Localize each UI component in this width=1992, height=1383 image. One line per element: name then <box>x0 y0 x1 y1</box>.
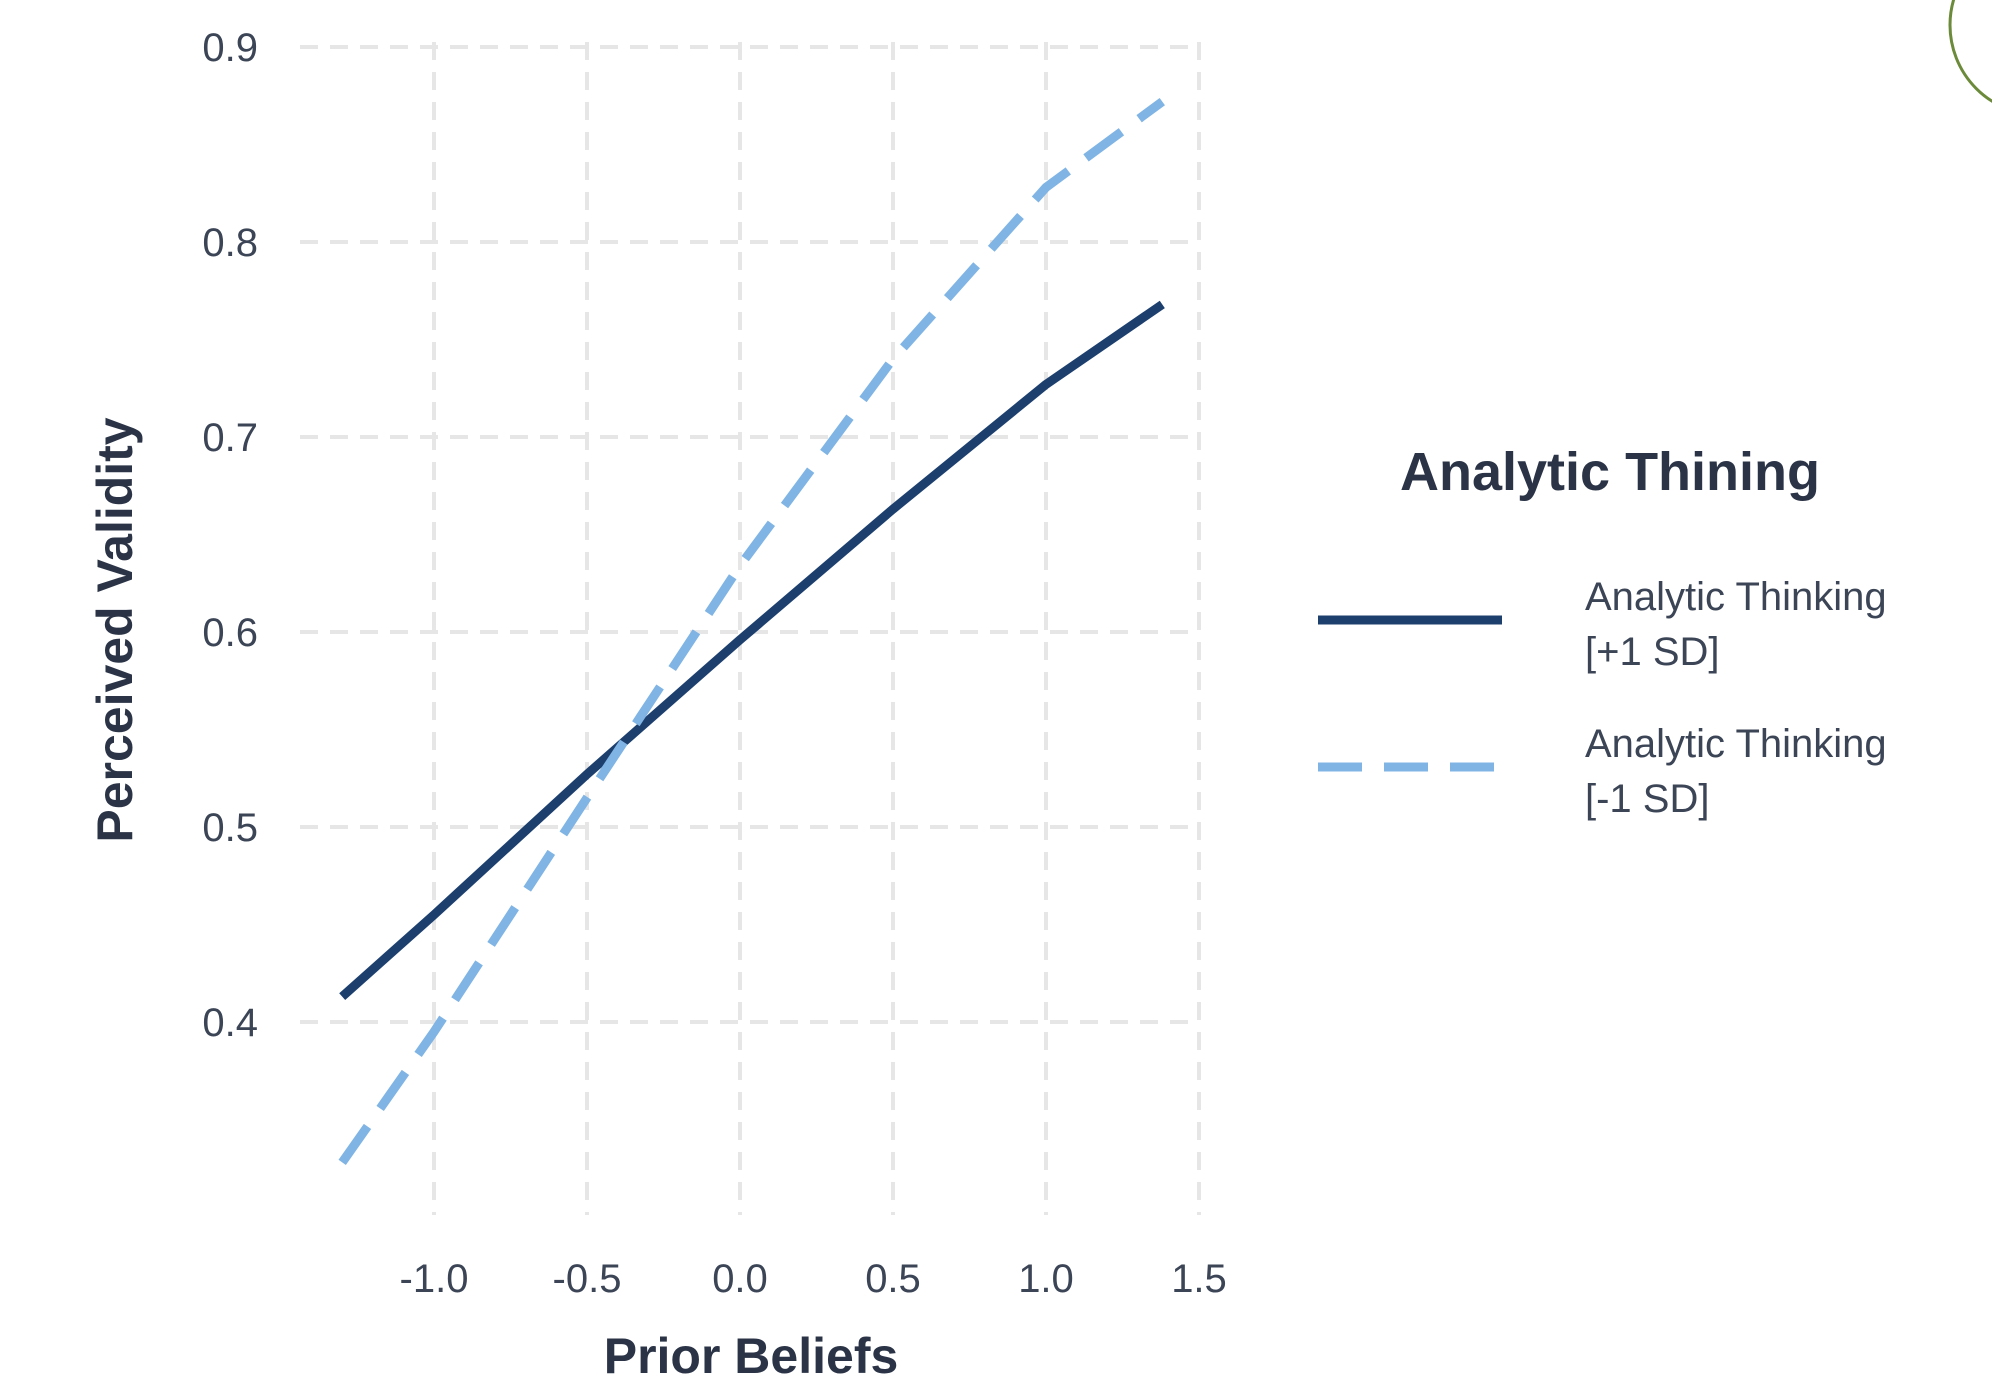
y-tick-label: 0.7 <box>202 416 258 460</box>
legend-label: Analytic Thinking <box>1585 575 1887 619</box>
legend-label: Analytic Thinking <box>1585 722 1887 766</box>
x-tick-label: 0.5 <box>865 1257 921 1301</box>
series-line-minus-1sd <box>338 97 1165 1165</box>
y-tick-label: 0.8 <box>202 221 258 265</box>
y-axis-title: Perceived Validity <box>87 417 143 842</box>
x-tick-label: 0.0 <box>712 1257 768 1301</box>
x-tick-label: -1.0 <box>400 1257 469 1301</box>
x-tick-label: 1.0 <box>1018 1257 1074 1301</box>
data-lines <box>338 97 1165 1165</box>
corner-decoration-circle <box>1948 0 1992 103</box>
legend-label: [+1 SD] <box>1585 630 1720 674</box>
y-tick-labels: 0.4 0.5 0.6 0.7 0.8 0.9 <box>202 26 258 1045</box>
y-tick-label: 0.9 <box>202 26 258 70</box>
x-axis-title: Prior Beliefs <box>604 1328 899 1383</box>
y-tick-label: 0.4 <box>202 1001 258 1045</box>
y-tick-label: 0.5 <box>202 806 258 850</box>
legend-title: Analytic Thining <box>1400 442 1820 502</box>
y-tick-label: 0.6 <box>202 611 258 655</box>
x-tick-label: 1.5 <box>1171 1257 1227 1301</box>
x-tick-label: -0.5 <box>553 1257 622 1301</box>
x-tick-labels: -1.0 -0.5 0.0 0.5 1.0 1.5 <box>400 1257 1227 1301</box>
gridlines <box>300 42 1201 1215</box>
series-line-plus-1sd <box>339 300 1165 1000</box>
legend-items: Analytic Thinking [+1 SD] Analytic Thinkin… <box>1318 575 1887 821</box>
legend-label: [-1 SD] <box>1585 777 1709 821</box>
legend: Analytic Thining Analytic Thinking [+1 SD… <box>1318 442 1887 821</box>
